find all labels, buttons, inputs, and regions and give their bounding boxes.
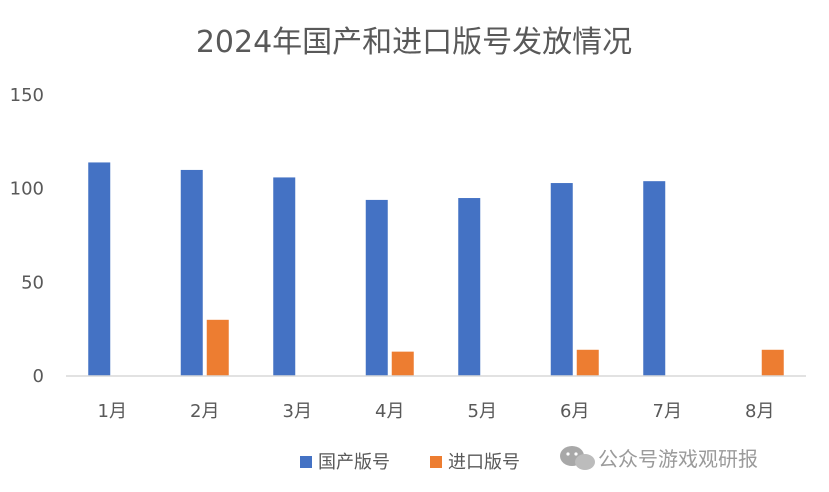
x-tick-label: 5月 [468,401,497,422]
y-tick-label: 50 [21,272,44,293]
y-axis: 0 50 100 150 [10,85,44,387]
x-tick-label: 6月 [560,401,589,422]
chart-title: 2024年国产和进口版号发放情况 [196,25,632,60]
x-tick-label: 3月 [283,401,312,422]
y-tick-label: 0 [33,366,44,387]
x-tick-label: 4月 [375,401,404,422]
y-tick-label: 100 [10,179,44,200]
x-axis: 1月 2月 3月 4月 5月 6月 7月 8月 [98,401,775,422]
bar-domestic-5 [458,198,481,376]
legend-label: 国产版号 [318,452,390,473]
watermark: 公众号游戏观研报 [560,446,758,471]
bar-imported-4 [391,351,414,376]
plot-area [88,162,784,376]
bar-imported-2 [206,319,229,376]
x-tick-label: 7月 [653,401,682,422]
bar-domestic-7 [643,181,666,376]
bar-imported-8 [761,349,784,376]
legend-swatch [430,456,442,468]
bar-domestic-2 [180,169,203,376]
bar-domestic-3 [273,177,296,376]
legend-swatch [300,456,312,468]
legend-label: 进口版号 [448,452,520,473]
y-tick-label: 150 [10,85,44,106]
bar-domestic-6 [550,183,573,376]
bar-domestic-4 [365,199,388,376]
legend: 国产版号 进口版号 [300,452,520,473]
bar-imported-6 [576,349,599,376]
watermark-text: 公众号游戏观研报 [598,447,758,471]
x-tick-label: 1月 [98,401,127,422]
wechat-icon [560,446,595,470]
bar-domestic-1 [88,162,111,376]
x-tick-label: 2月 [190,401,219,422]
x-tick-label: 8月 [745,401,774,422]
